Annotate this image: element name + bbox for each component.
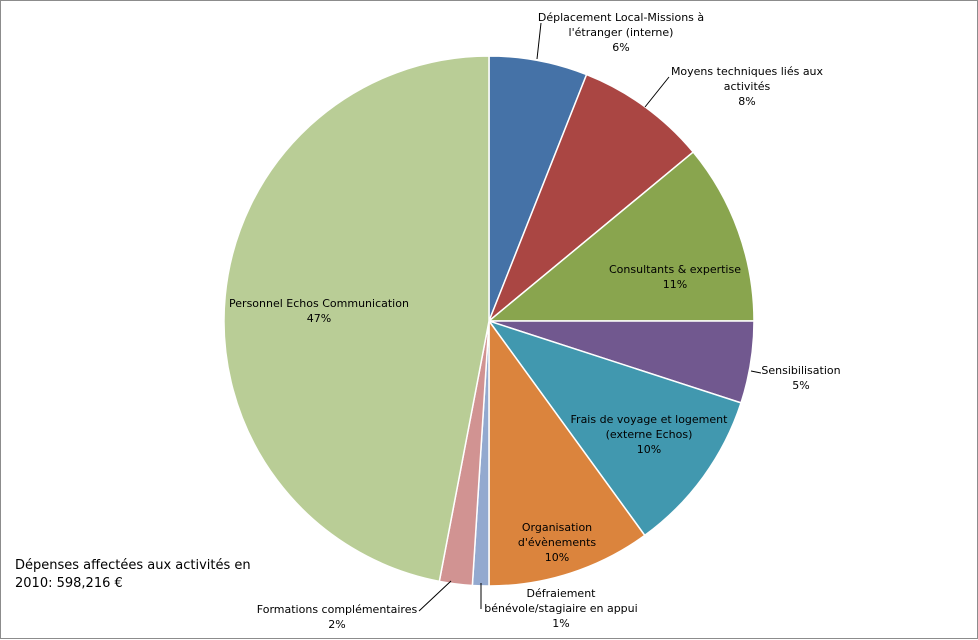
slice-percent-label: 47% [307, 312, 331, 325]
slice-category-label: Frais de voyage et logement [571, 413, 729, 426]
slice-category-label: Sensibilisation [761, 364, 840, 377]
slice-category-label: Déplacement Local-Missions à [538, 11, 704, 24]
pie-slice [486, 151, 755, 322]
slice-percent-label: 1% [552, 617, 569, 630]
slice-category-label: (externe Echos) [606, 428, 693, 441]
slice-percent-label: 11% [663, 278, 687, 291]
leader-line [418, 580, 452, 612]
slice-category-label: Organisation [522, 521, 592, 534]
slice-category-label: Consultants & expertise [609, 263, 741, 276]
leader-line [536, 22, 542, 60]
slice-category-label: Défraiement [527, 587, 597, 600]
slice-category-label: Personnel Echos Communication [229, 297, 409, 310]
slice-category-label: bénévole/stagiaire en appui [484, 602, 637, 615]
slice-category-label: l'étranger (interne) [569, 26, 674, 39]
slice-percent-label: 10% [545, 551, 569, 564]
pie-slice [223, 55, 490, 583]
pie-slice [487, 319, 742, 537]
leader-line [644, 76, 670, 108]
expense-note: Dépenses affectées aux activités en 2010… [15, 558, 251, 591]
slice-percent-label: 8% [738, 95, 755, 108]
slice-percent-label: 6% [612, 41, 629, 54]
slice-category-label: Formations complémentaires [257, 603, 418, 616]
pie-slice [488, 318, 646, 587]
slice-percent-label: 5% [792, 379, 809, 392]
slice-category-label: activités [724, 80, 771, 93]
slice-percent-label: 2% [328, 618, 345, 631]
slice-percent-label: 10% [637, 443, 661, 456]
slice-category-label: d'évènements [518, 536, 597, 549]
slice-category-label: Moyens techniques liés aux [671, 65, 824, 78]
leader-line [750, 370, 762, 374]
